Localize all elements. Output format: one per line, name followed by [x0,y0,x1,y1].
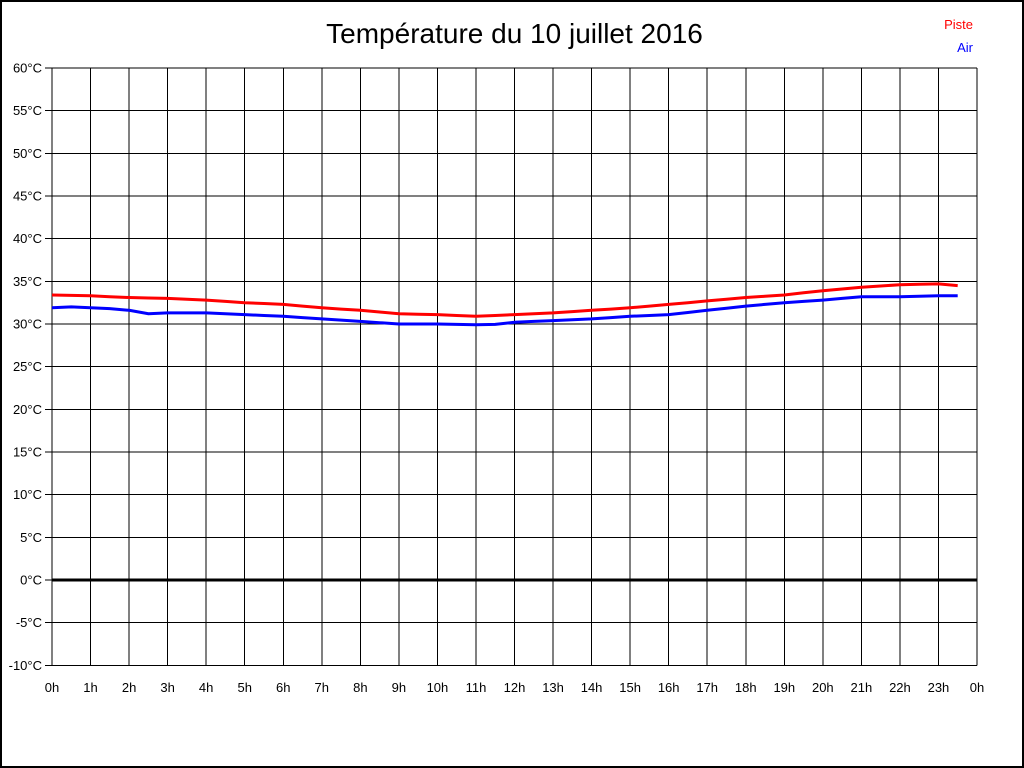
x-tick-label: 18h [735,680,757,695]
grid-lines [45,67,978,666]
y-tick-label: 10°C [13,487,42,502]
y-tick-label: 35°C [13,274,42,289]
x-tick-label: 23h [928,680,950,695]
x-tick-label: 8h [353,680,367,695]
y-tick-label: 5°C [20,530,42,545]
x-tick-label: 3h [160,680,174,695]
y-tick-label: 20°C [13,402,42,417]
x-tick-label: 19h [773,680,795,695]
x-tick-label: 9h [392,680,406,695]
x-tick-label: 14h [581,680,603,695]
x-tick-label: 5h [237,680,251,695]
chart-title: Température du 10 juillet 2016 [326,18,703,49]
y-tick-label: 15°C [13,444,42,459]
x-tick-label: 6h [276,680,290,695]
x-tick-label: 21h [851,680,873,695]
x-tick-label: 7h [315,680,329,695]
y-tick-label: 0°C [20,572,42,587]
series-line-piste [51,282,958,318]
x-tick-label: 0h [45,680,59,695]
y-tick-label: 55°C [13,103,42,118]
y-tick-label: 60°C [13,61,42,76]
x-tick-label: 17h [696,680,718,695]
x-tick-label: 12h [504,680,526,695]
x-tick-label: 16h [658,680,680,695]
x-tick-label: 13h [542,680,564,695]
y-tick-label: 40°C [13,231,42,246]
x-tick-label: 4h [199,680,213,695]
x-tick-label: 15h [619,680,641,695]
chart-legend: Piste Air [944,13,973,59]
y-axis-labels: 60°C 55°C 50°C 45°C 40°C 35°C 30°C 25°C 20°C 15°C… [9,61,42,673]
x-tick-label: 10h [427,680,449,695]
legend-item-piste: Piste [944,17,973,32]
x-tick-label: 20h [812,680,834,695]
series-line-air [51,294,958,327]
y-tick-label: -10°C [9,658,42,673]
x-tick-label: 1h [83,680,97,695]
y-tick-label: 30°C [13,316,42,331]
x-tick-label: 2h [122,680,136,695]
y-tick-label: -5°C [16,615,42,630]
x-tick-label: 22h [889,680,911,695]
x-tick-label: 11h [466,680,487,695]
y-tick-label: 50°C [13,146,42,161]
y-tick-label: 25°C [13,359,42,374]
x-axis-labels: 0h 1h 2h 3h 4h 5h 6h 7h 8h 9h 10h 11h 12h 13h 14h 15h 16… [45,680,984,695]
y-tick-label: 45°C [13,188,42,203]
legend-item-air: Air [957,40,973,55]
x-tick-label: 0h [970,680,984,695]
